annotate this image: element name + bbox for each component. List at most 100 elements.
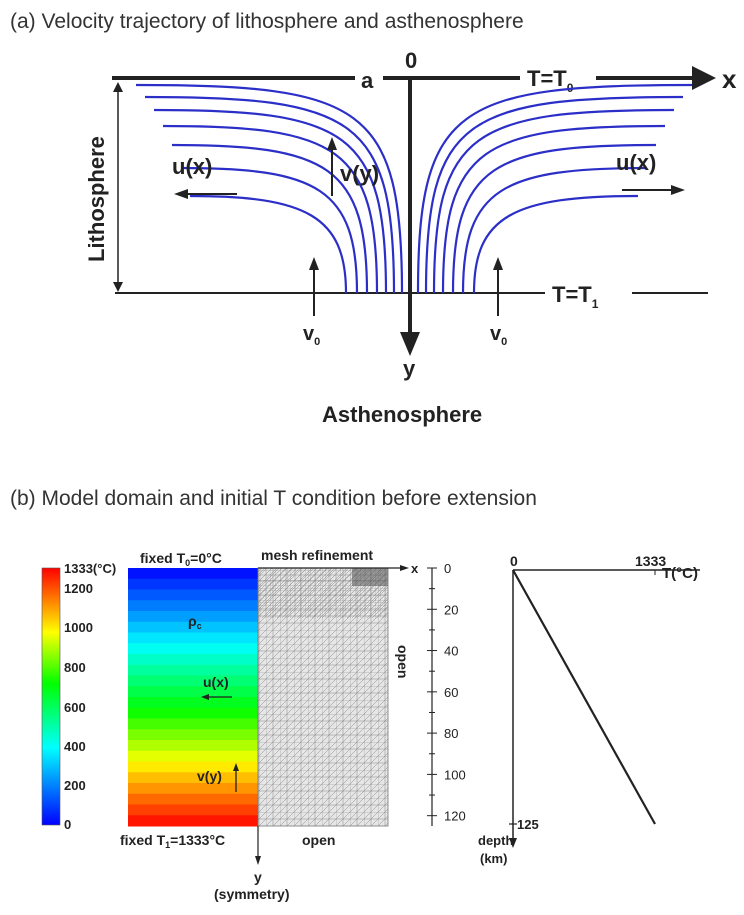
depth-tick-label: 0 xyxy=(444,561,451,576)
temperature-band xyxy=(128,643,258,655)
v-arrowhead xyxy=(327,137,337,150)
domain-x-arrowhead xyxy=(400,565,409,571)
u-left-label: u(x) xyxy=(172,154,212,179)
streamline xyxy=(135,83,404,294)
streamline xyxy=(180,166,359,294)
symmetry-label: (symmetry) xyxy=(214,886,289,902)
temperature-band xyxy=(128,675,258,687)
streamline xyxy=(416,83,693,294)
depth-tick-label: 60 xyxy=(444,685,458,700)
temperature-band xyxy=(128,589,258,601)
v-arrowhead-b xyxy=(233,763,239,771)
temperature-band xyxy=(128,686,258,698)
asthenosphere-label: Asthenosphere xyxy=(322,402,482,427)
streamline xyxy=(144,95,396,294)
temperature-band xyxy=(128,783,258,795)
temperature-band xyxy=(128,718,258,730)
temperature-band xyxy=(128,600,258,612)
depth-ruler-ticks: 0 20 40 60 80 100 120 xyxy=(427,561,466,824)
top-bc-label: fixed T0=0°C xyxy=(140,550,222,568)
tprofile-x-label: T(°C) xyxy=(662,565,698,582)
temperature-band xyxy=(128,697,258,709)
colorbar-tick-label: 1000 xyxy=(64,620,93,635)
u-label-b: u(x) xyxy=(203,674,229,690)
colorbar-tick-label: 200 xyxy=(64,778,86,793)
domain-x-label: x xyxy=(411,561,419,576)
streamline xyxy=(189,194,348,294)
temperature-band xyxy=(128,740,258,752)
rho-label: ρc xyxy=(188,613,202,631)
temperature-band xyxy=(128,611,258,623)
temperature-field xyxy=(128,568,258,827)
temperature-band xyxy=(128,632,258,644)
v0-left-arrowhead xyxy=(309,257,319,270)
streamline xyxy=(432,108,675,294)
v-label: v(y) xyxy=(340,161,379,186)
streamline xyxy=(424,95,684,294)
u-right-label: u(x) xyxy=(616,150,656,175)
colorbar-tick-label: 800 xyxy=(64,660,86,675)
depth-tick-label: 120 xyxy=(444,809,466,824)
temperature-band xyxy=(128,772,258,784)
mesh-refinement-label: mesh refinement xyxy=(261,547,373,563)
tprofile-x-tick-label: 1333 xyxy=(635,553,666,569)
domain-y-label: y xyxy=(254,869,262,885)
tprofile-line xyxy=(512,569,656,825)
v0-right-arrowhead xyxy=(493,257,503,270)
bracket-arrow-top xyxy=(113,82,123,92)
open-bottom-label: open xyxy=(302,832,335,848)
velocity-streamlines xyxy=(135,83,693,294)
bottom-bc-label: fixed T1=1333°C xyxy=(120,832,225,850)
y-axis-arrowhead xyxy=(400,332,420,356)
u-left-arrowhead xyxy=(174,189,188,199)
streamline xyxy=(153,108,388,294)
v0-right-label: v0 xyxy=(490,323,507,348)
temperature-band xyxy=(128,761,258,773)
u-right-arrowhead xyxy=(671,185,685,195)
x-axis-label: x xyxy=(722,64,737,94)
v-label-b: v(y) xyxy=(197,768,222,784)
u-arrowhead-b xyxy=(201,694,209,700)
label-a: a xyxy=(361,68,374,93)
streamline xyxy=(441,124,666,294)
temperature-band xyxy=(128,568,258,580)
tprofile-y-label: depth xyxy=(478,833,513,848)
v0-left-label: v0 xyxy=(303,323,320,348)
temperature-band xyxy=(128,804,258,816)
tprofile-y-label-unit: (km) xyxy=(480,851,507,866)
temperature-band xyxy=(128,707,258,719)
bracket-arrow-bottom xyxy=(113,282,123,292)
temperature-band xyxy=(128,654,258,666)
streamline xyxy=(162,124,379,294)
colorbar-tick-label: 400 xyxy=(64,739,86,754)
temperature-band xyxy=(128,729,258,741)
tprofile-y-tick-label: 125 xyxy=(517,817,539,832)
streamline xyxy=(472,194,639,294)
temperature-band xyxy=(128,578,258,590)
colorbar-tick-label: 1333(°C) xyxy=(64,561,116,576)
streamline xyxy=(171,143,369,294)
x-axis-arrowhead xyxy=(692,66,716,90)
mesh-dense-corner xyxy=(352,568,388,586)
depth-tick-label: 80 xyxy=(444,726,458,741)
temperature-band xyxy=(128,793,258,805)
temperature-band xyxy=(128,815,258,827)
depth-tick-label: 100 xyxy=(444,767,466,782)
y-axis-label: y xyxy=(403,356,416,381)
depth-tick-label: 40 xyxy=(444,644,458,659)
colorbar xyxy=(41,567,61,826)
temperature-band xyxy=(128,621,258,633)
panel-b-caption: (b) Model domain and initial T condition… xyxy=(10,487,537,510)
temperature-band xyxy=(128,750,258,762)
domain-y-arrowhead xyxy=(255,856,261,865)
tprofile-y-arrowhead xyxy=(509,838,517,848)
origin-label: 0 xyxy=(405,48,417,73)
depth-tick-label: 20 xyxy=(444,602,458,617)
lithosphere-label: Lithosphere xyxy=(84,136,109,262)
streamline xyxy=(461,166,648,294)
bottom-temp-label: T=T1 xyxy=(552,282,599,311)
tprofile-x-tick-label: 0 xyxy=(510,553,518,569)
colorbar-tick-label: 600 xyxy=(64,700,86,715)
